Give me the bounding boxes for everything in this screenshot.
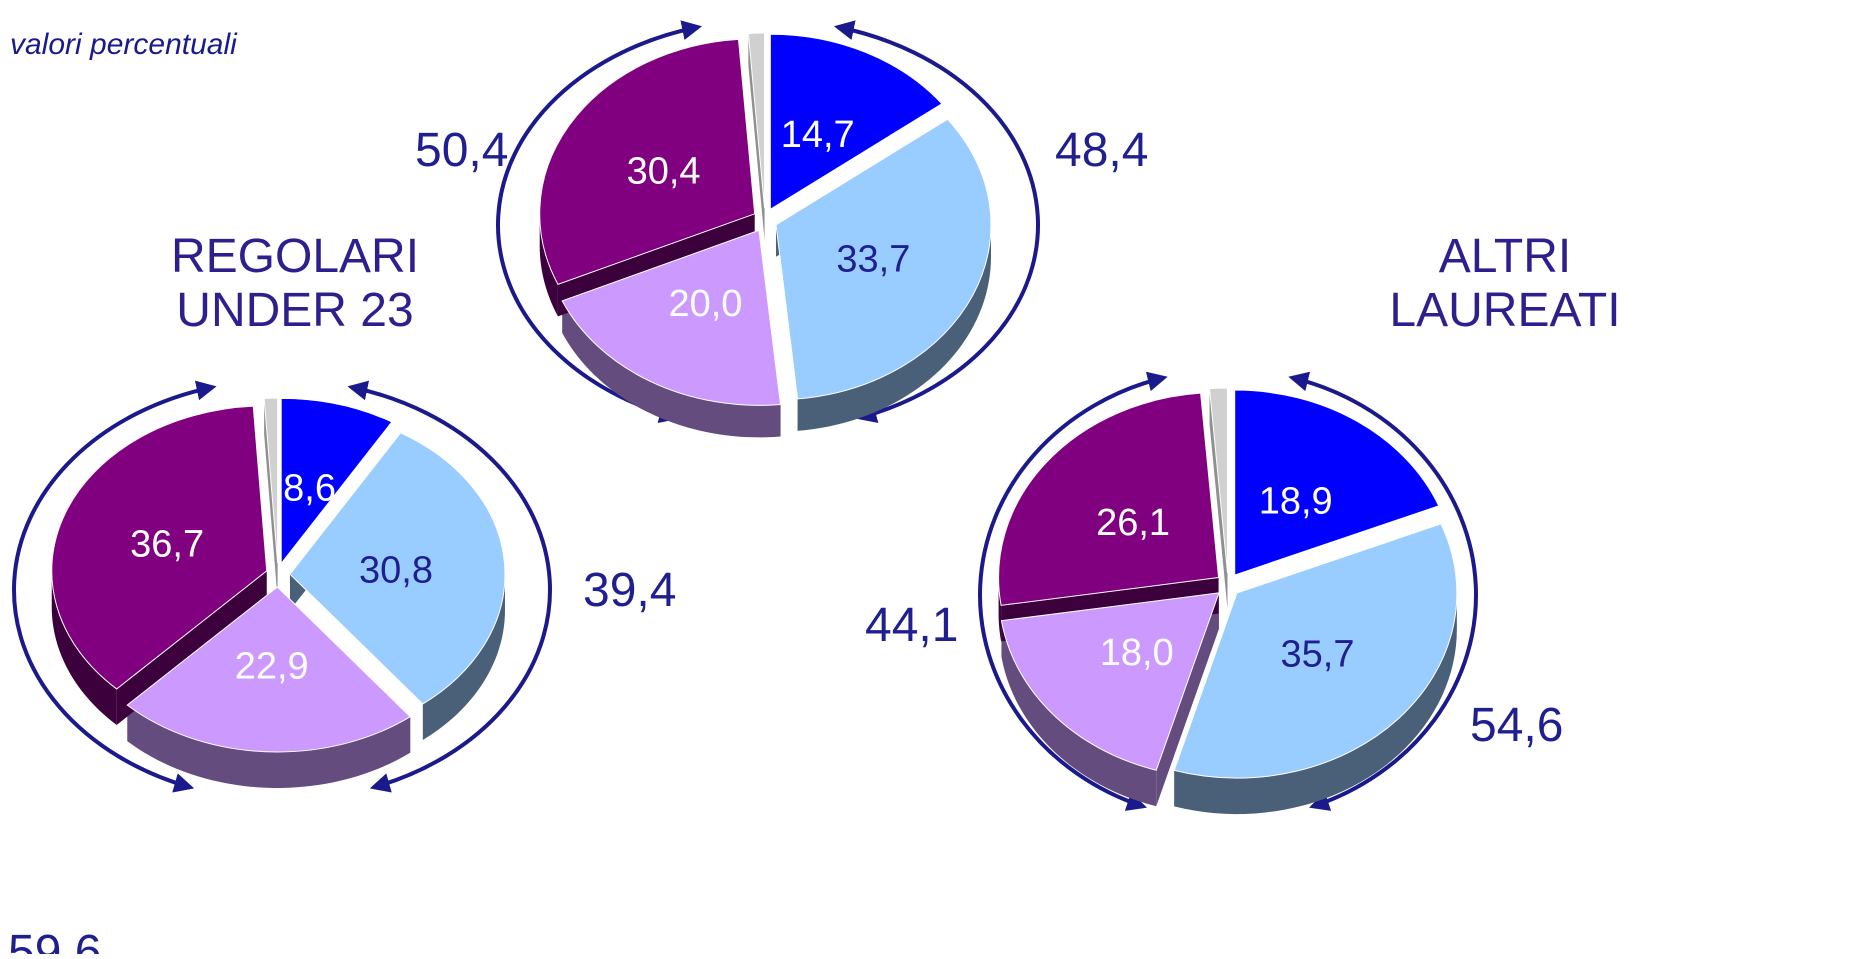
slice-side-2 bbox=[127, 705, 411, 788]
pie-chart-0: 14,7 33,7 20,0 30,4 50,4 48,4 bbox=[415, 20, 1148, 438]
slice-0 bbox=[1234, 389, 1440, 576]
slice-4 bbox=[263, 397, 279, 564]
slice-0 bbox=[769, 33, 943, 211]
slice-label-1: 30,8 bbox=[359, 549, 433, 591]
slice-4 bbox=[1209, 387, 1229, 574]
slice-1 bbox=[775, 118, 992, 400]
slice-label-3: 26,1 bbox=[1096, 502, 1170, 544]
slice-2 bbox=[561, 229, 782, 406]
slice-3 bbox=[539, 38, 756, 285]
total-right: 39,4 bbox=[583, 564, 676, 617]
slice-3 bbox=[51, 405, 268, 690]
title-line: ALTRI bbox=[1438, 230, 1572, 283]
slice-label-0: 18,9 bbox=[1259, 481, 1333, 523]
pie-chart-2: 18,9 35,7 18,0 26,1 44,1 54,6 bbox=[865, 371, 1563, 815]
total-right: 54,6 bbox=[1470, 699, 1563, 752]
slice-label-3: 30,4 bbox=[627, 150, 701, 192]
total-left: 44,1 bbox=[865, 599, 958, 652]
slice-side-1 bbox=[422, 574, 505, 740]
slice-label-2: 22,9 bbox=[235, 646, 309, 688]
slice-edge-4 bbox=[748, 33, 765, 241]
slice-0 bbox=[280, 397, 393, 565]
title-line: REGOLARI bbox=[170, 230, 420, 283]
slice-side-1 bbox=[1174, 593, 1457, 815]
title-line: UNDER 23 bbox=[176, 284, 414, 337]
slice-4 bbox=[747, 32, 766, 209]
slice-label-2: 20,0 bbox=[668, 283, 742, 325]
slice-side-2 bbox=[1001, 620, 1157, 807]
slice-label-3: 36,7 bbox=[130, 523, 204, 565]
arrow-right-arc bbox=[833, 20, 1040, 423]
total-left: 59,6 bbox=[8, 926, 101, 954]
arrow-right-arc bbox=[1288, 371, 1478, 811]
units-note: valori percentuali bbox=[10, 28, 237, 61]
slice-label-2: 18,0 bbox=[1100, 632, 1174, 674]
title-line: LAUREATI bbox=[1389, 284, 1621, 337]
slice-side-3 bbox=[51, 570, 117, 725]
arrow-right-arc bbox=[347, 380, 552, 793]
slice-label-0: 8,6 bbox=[283, 468, 336, 510]
title-altri-laureati: ALTRI LAUREATI bbox=[1360, 230, 1650, 338]
slice-3 bbox=[998, 392, 1220, 606]
slice-2 bbox=[1000, 592, 1220, 771]
arrow-left-arc bbox=[978, 371, 1168, 811]
pie-chart-1: 8,6 30,8 22,9 36,7 59,6 39,4 bbox=[8, 380, 676, 959]
slice-edge-4 bbox=[1209, 388, 1228, 610]
slice-edge-2 bbox=[1156, 592, 1219, 807]
slice-edge-4 bbox=[264, 398, 278, 600]
slice-label-1: 35,7 bbox=[1281, 633, 1355, 675]
slice-label-1: 33,7 bbox=[836, 239, 910, 281]
arrow-left-arc bbox=[496, 20, 703, 423]
title-regolari-under-23: REGOLARI UNDER 23 bbox=[150, 230, 440, 338]
total-left: 50,4 bbox=[415, 124, 508, 177]
arrow-left-arc bbox=[12, 380, 217, 793]
slice-1 bbox=[1173, 523, 1458, 779]
slice-1 bbox=[289, 432, 506, 705]
slice-2 bbox=[126, 586, 412, 753]
slice-side-1 bbox=[797, 224, 991, 431]
slice-side-2 bbox=[562, 300, 781, 438]
slice-label-0: 14,7 bbox=[781, 114, 855, 156]
total-right: 48,4 bbox=[1055, 124, 1148, 177]
